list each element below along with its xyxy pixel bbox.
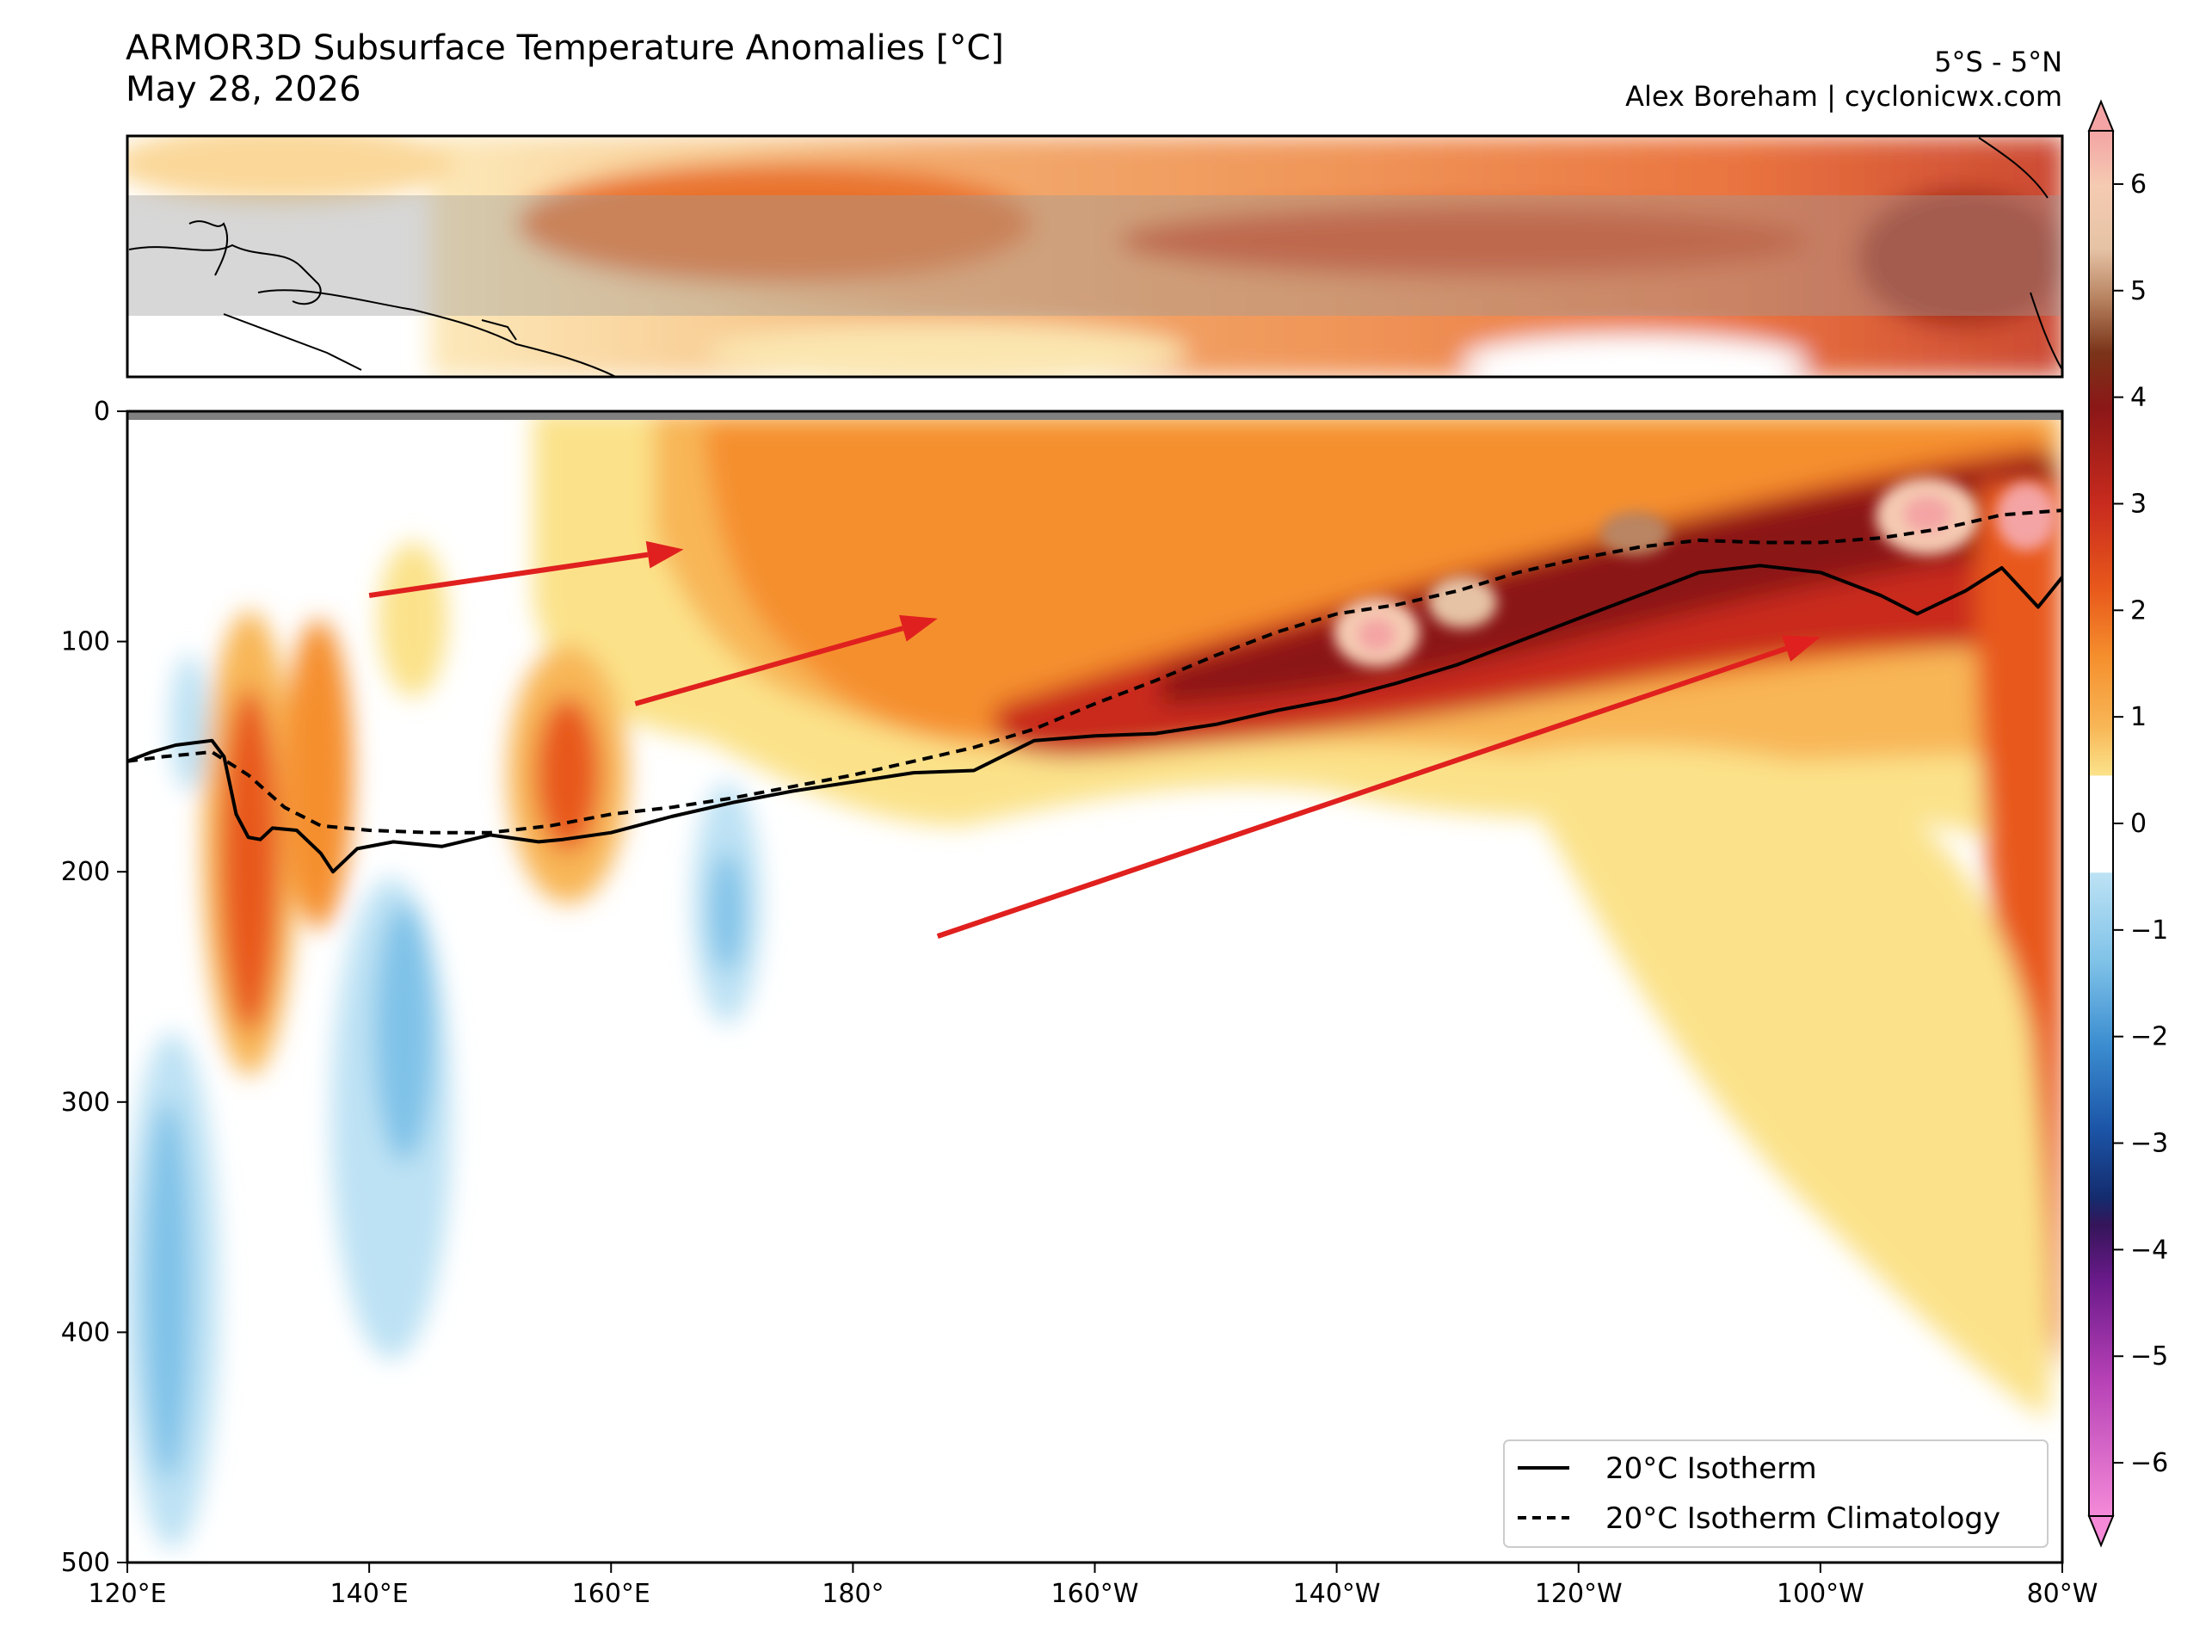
- annotation-arrows-layer: [368, 540, 1821, 939]
- colorbar-tick-label: 2: [2130, 595, 2147, 626]
- isotherm-20c-climatology-line: [127, 509, 2062, 835]
- chart-title-line1: ARMOR3D Subsurface Temperature Anomalies…: [126, 28, 1004, 68]
- colorbar-tick-label: −4: [2130, 1235, 2168, 1265]
- y-tick-label: 500: [61, 1548, 110, 1578]
- y-axis: 0 100 200 300 400 500: [61, 397, 127, 1578]
- author-label: Alex Boreham | cyclonicwx.com: [1625, 80, 2062, 113]
- colorbar-tick-label: −1: [2130, 915, 2168, 946]
- anomaly-field: [127, 411, 2062, 1549]
- legend-box: [1503, 1439, 2049, 1548]
- colorbar-tick-label: 6: [2130, 170, 2147, 200]
- colorbar-tick-label: 4: [2130, 383, 2147, 413]
- annotation-arrow-head-3: [1781, 635, 1821, 662]
- surface-strip: [127, 411, 2062, 420]
- colorbar-extend-bottom: [2087, 1515, 2115, 1548]
- x-tick-label: 160°E: [572, 1579, 650, 1609]
- y-tick-label: 200: [61, 857, 110, 887]
- colorbar-tick-label: 5: [2130, 276, 2147, 306]
- colorbar-extend-top: [2087, 99, 2115, 132]
- y-tick-label: 100: [61, 627, 110, 657]
- colorbar-tick-label: 3: [2130, 489, 2147, 519]
- x-tick-label: 120°E: [88, 1579, 166, 1609]
- colorbar-ticks: 6 5 4 3 2 1 0 −1 −2 −3 −4 −5 −6: [2113, 170, 2168, 1478]
- legend-label-isotherm: 20°C Isotherm: [1605, 1452, 1817, 1486]
- inset-map-coastlines: [128, 137, 2062, 377]
- inset-map-anomaly-field: [127, 136, 2062, 377]
- chart-title-date: May 28, 2026: [126, 70, 361, 109]
- inset-map-equatorial-band: [127, 195, 2062, 316]
- x-tick-label: 140°W: [1293, 1579, 1381, 1609]
- inset-map-frame: [126, 134, 2064, 379]
- y-tick-label: 0: [94, 397, 110, 427]
- colorbar-bar: [2088, 130, 2114, 1517]
- annotation-arrow-shaft-1: [368, 552, 649, 599]
- isotherm-20c-line: [127, 564, 2062, 874]
- isotherm-series-layer: [127, 509, 2062, 874]
- colorbar-tick-label: −3: [2130, 1129, 2168, 1159]
- y-tick-label: 300: [61, 1088, 110, 1118]
- annotation-arrow-head-2: [899, 614, 938, 642]
- legend: 20°C Isotherm 20°C Isotherm Climatology: [1503, 1439, 2049, 1548]
- x-tick-label: 80°W: [2027, 1579, 2098, 1609]
- annotation-arrow-shaft-2: [634, 626, 904, 706]
- anomaly-maxima: [1334, 478, 2056, 667]
- section-plot: [127, 411, 2062, 1563]
- annotation-arrow-shaft-3: [936, 645, 1788, 939]
- region-label: 5°S - 5°N: [1934, 46, 2062, 78]
- x-tick-label: 120°W: [1535, 1579, 1623, 1609]
- colorbar-tick-label: −5: [2130, 1341, 2168, 1372]
- colorbar-tick-label: 1: [2130, 702, 2147, 732]
- inset-map: [127, 136, 2062, 377]
- x-axis: 120°E 140°E 160°E 180° 160°W 140°W 120°W 100°W 8…: [88, 1563, 2098, 1609]
- x-tick-label: 160°W: [1051, 1579, 1139, 1609]
- x-tick-label: 180°: [822, 1579, 884, 1609]
- chart-title: ARMOR3D Subsurface Temperature Anomalies…: [126, 28, 1004, 110]
- colorbar-tick-label: 0: [2130, 809, 2147, 839]
- legend-label-climatology: 20°C Isotherm Climatology: [1605, 1501, 2000, 1536]
- y-tick-label: 400: [61, 1317, 110, 1347]
- annotation-arrow-head-1: [645, 540, 684, 569]
- colorbar-tick-label: −2: [2130, 1022, 2168, 1052]
- x-tick-label: 100°W: [1777, 1579, 1864, 1609]
- colorbar: 6 5 4 3 2 1 0 −1 −2 −3 −4 −5 −6: [2087, 99, 2168, 1548]
- credit-block: 5°S - 5°N Alex Boreham | cyclonicwx.com: [1625, 45, 2062, 114]
- x-tick-label: 140°E: [330, 1579, 409, 1609]
- colorbar-tick-label: −6: [2130, 1448, 2168, 1478]
